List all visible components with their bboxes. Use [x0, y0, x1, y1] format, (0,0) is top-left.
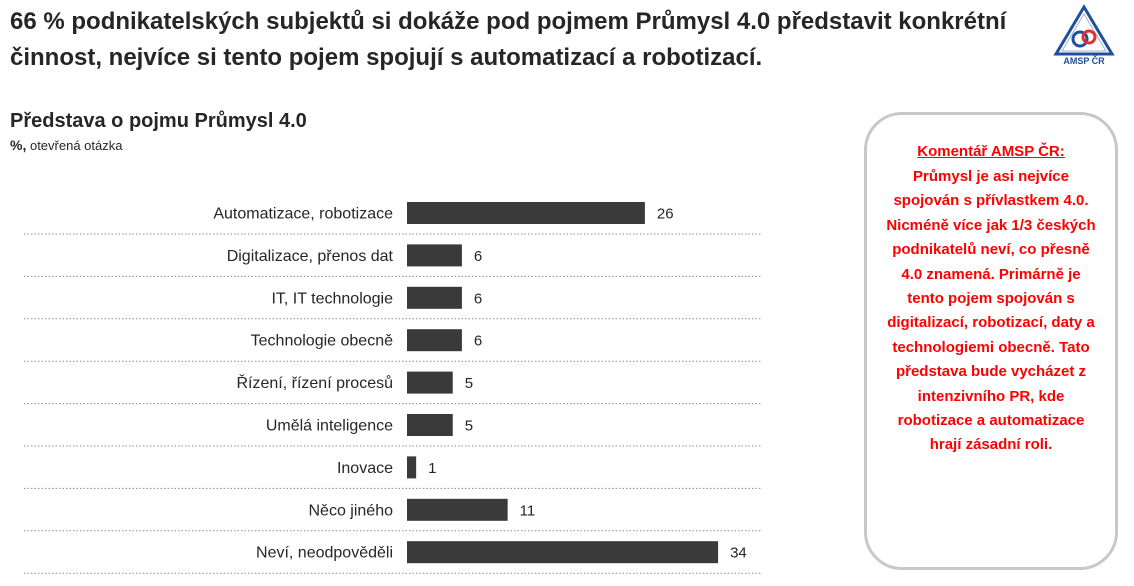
value-label: 6 — [474, 290, 482, 307]
bar — [407, 456, 417, 479]
value-label: 6 — [474, 333, 482, 350]
category-label: Řízení, řízení procesů — [236, 373, 393, 392]
value-label: 26 — [657, 206, 674, 223]
category-label: Umělá inteligence — [266, 418, 393, 435]
comment-title: Komentář AMSP ČR: — [917, 143, 1065, 160]
value-label: 6 — [474, 248, 482, 265]
bar — [407, 329, 462, 352]
amsp-logo: AMSP ČR — [1053, 4, 1115, 66]
chart-unit: %, — [10, 137, 27, 153]
bar — [407, 541, 719, 564]
comment-text: Průmysl je asi nejvíce spojován s přívla… — [886, 168, 1096, 454]
comment-box: Komentář AMSP ČR: Průmysl je asi nejvíce… — [864, 112, 1118, 570]
category-label: Něco jiného — [309, 502, 394, 519]
value-label: 5 — [465, 418, 473, 435]
bar — [407, 202, 645, 224]
chart-title: Představa o pojmu Průmysl 4.0 — [10, 110, 307, 132]
category-label: Automatizace, robotizace — [213, 206, 393, 223]
category-label: Neví, neodpověděli — [256, 545, 393, 562]
value-label: 5 — [465, 375, 473, 392]
bar-chart: Automatizace, robotizace 26 Digitalizace, … — [24, 202, 762, 574]
value-label: 11 — [520, 502, 536, 519]
chart-subtitle-text: otevřená otázka — [29, 138, 123, 153]
category-label: Digitalizace, přenos dat — [227, 248, 394, 265]
bar — [407, 371, 453, 394]
amsp-logo-triangle-icon — [1053, 4, 1115, 56]
value-label: 34 — [730, 545, 747, 562]
bar — [407, 286, 462, 309]
category-label: Technologie obecně — [251, 333, 393, 350]
bar — [407, 244, 462, 267]
value-label: 1 — [428, 460, 436, 477]
logo-text: AMSP ČR — [1063, 55, 1105, 66]
bar — [407, 498, 508, 521]
category-label: IT, IT technologie — [271, 290, 393, 307]
chart-subtitle: %, otevřená otázka — [10, 137, 122, 153]
page-headline: 66 % podnikatelských subjektů si dokáže … — [10, 8, 1007, 71]
bar — [407, 414, 453, 436]
category-label: Inovace — [337, 460, 393, 477]
